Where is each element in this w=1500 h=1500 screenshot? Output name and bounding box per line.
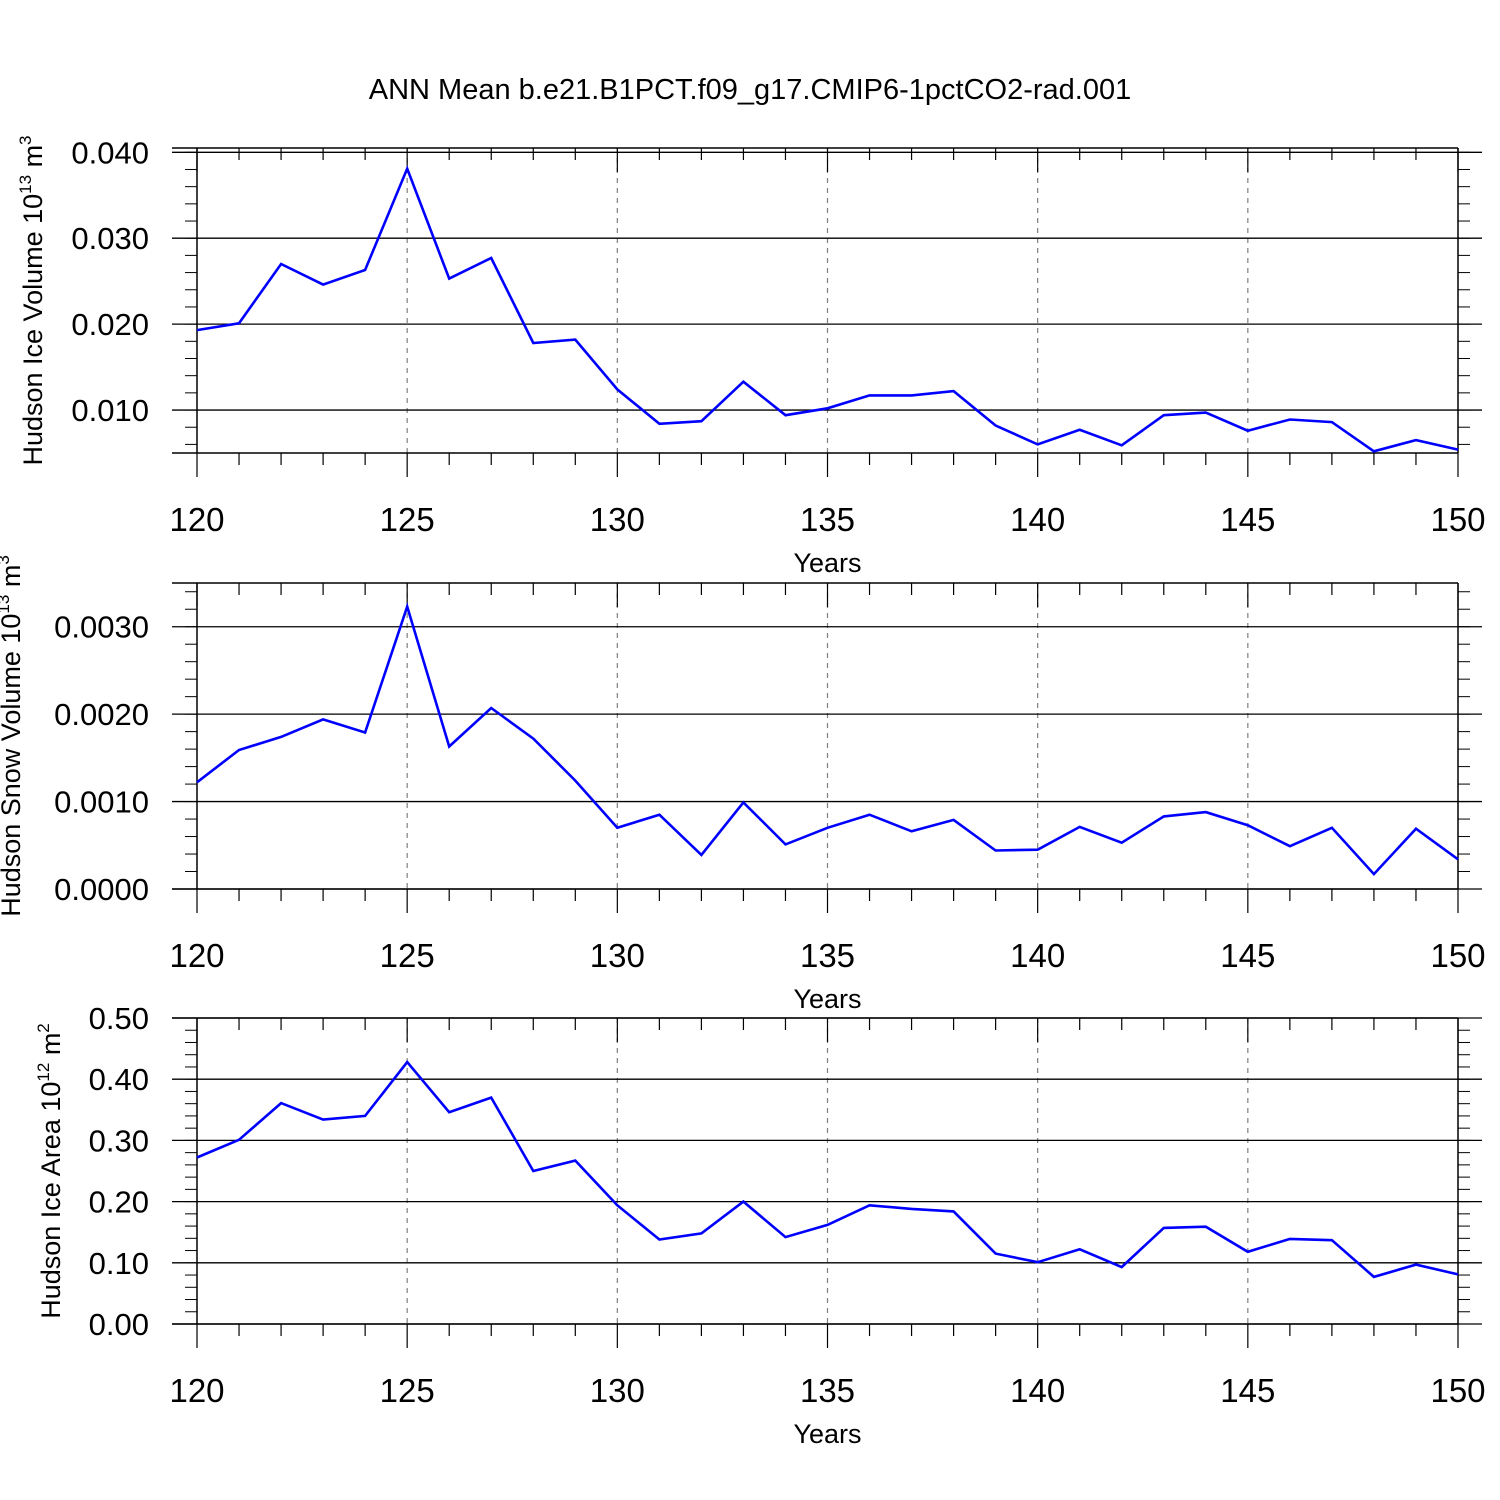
x-axis-label: Years (793, 548, 861, 578)
x-tick-label: 150 (1430, 501, 1485, 538)
x-tick-label: 130 (590, 1372, 645, 1409)
x-tick-label: 120 (169, 1372, 224, 1409)
x-tick-label: 135 (800, 1372, 855, 1409)
y-tick-label: 0.50 (89, 1001, 149, 1036)
y-tick-label: 0.40 (89, 1062, 149, 1097)
y-tick-label: 0.0020 (54, 697, 149, 732)
y-tick-label: 0.020 (71, 307, 149, 342)
x-axis-label: Years (793, 1419, 861, 1449)
x-tick-label: 145 (1220, 501, 1275, 538)
x-axis-label: Years (793, 984, 861, 1014)
x-tick-label: 125 (380, 501, 435, 538)
x-tick-label: 125 (380, 937, 435, 974)
y-tick-label: 0.0000 (54, 872, 149, 907)
x-tick-label: 150 (1430, 1372, 1485, 1409)
series-line (196, 165, 1459, 453)
series-line (196, 1060, 1459, 1279)
x-tick-label: 130 (590, 937, 645, 974)
x-tick-label: 135 (800, 501, 855, 538)
y-tick-label: 0.0030 (54, 610, 149, 645)
x-tick-label: 140 (1010, 501, 1065, 538)
y-tick-label: 0.010 (71, 393, 149, 428)
y-tick-label: 0.0010 (54, 785, 149, 820)
series-line (196, 602, 1459, 877)
figure-title: ANN Mean b.e21.B1PCT.f09_g17.CMIP6-1pctC… (368, 74, 1132, 106)
x-tick-label: 145 (1220, 1372, 1275, 1409)
x-tick-label: 150 (1430, 937, 1485, 974)
panel-1: 120 125 130 135 140 145 150 Years 0.010 0.020 0.03… (16, 135, 1486, 578)
x-tick-label: 140 (1010, 937, 1065, 974)
x-tick-label: 125 (380, 1372, 435, 1409)
x-tick-label: 140 (1010, 1372, 1065, 1409)
x-tick-label: 130 (590, 501, 645, 538)
y-tick-label: 0.20 (89, 1185, 149, 1220)
x-tick-label: 135 (800, 937, 855, 974)
x-tick-label: 120 (169, 501, 224, 538)
y-axis-label: Hudson Ice Area 1012 m2 (34, 1023, 66, 1319)
y-axis-label: Hudson Snow Volume 1013 m3 (0, 555, 26, 917)
panel-2: 120 125 130 135 140 145 150 Years 0.0000 0.0010 0.… (0, 555, 1486, 1014)
y-tick-label: 0.30 (89, 1123, 149, 1158)
panel-3: 120 125 130 135 140 145 150 Years 0.00 0.10 0.20 0.… (34, 1001, 1486, 1449)
y-tick-label: 0.030 (71, 221, 149, 256)
y-axis-label: Hudson Ice Volume 1013 m3 (16, 135, 48, 465)
y-tick-label: 0.040 (71, 135, 149, 170)
y-tick-label: 0.00 (89, 1307, 149, 1342)
x-tick-label: 120 (169, 937, 224, 974)
x-tick-label: 145 (1220, 937, 1275, 974)
y-tick-label: 0.10 (89, 1246, 149, 1281)
